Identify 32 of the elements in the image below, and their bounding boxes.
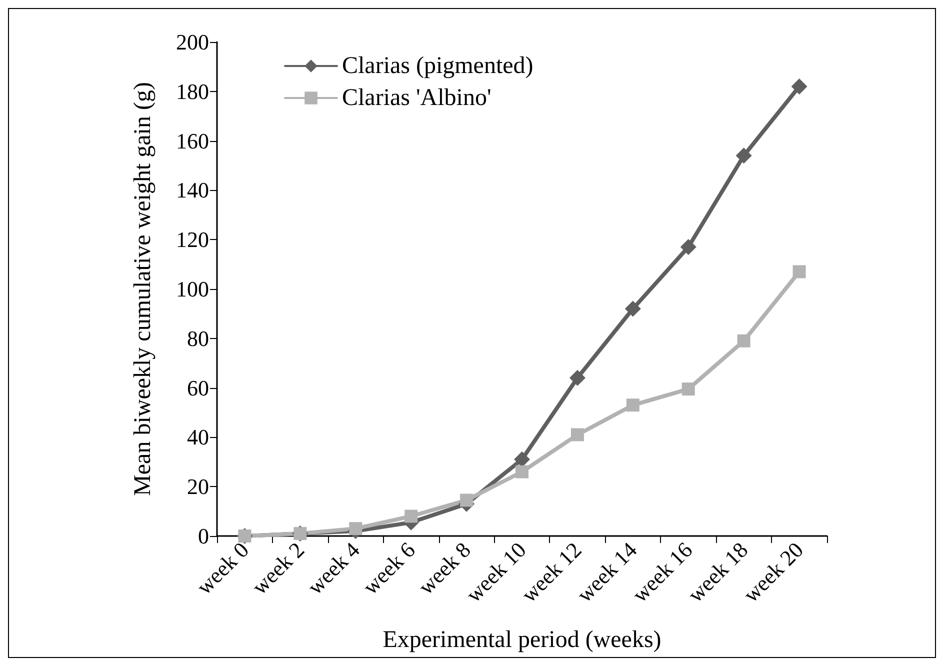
y-tick-label: 180 — [176, 78, 209, 104]
point — [682, 382, 695, 396]
y-tick-label: 80 — [187, 326, 209, 351]
point — [680, 239, 696, 256]
y-tick-label: 120 — [176, 227, 209, 252]
point — [460, 494, 474, 507]
point — [624, 300, 641, 317]
point — [736, 148, 752, 164]
point — [570, 428, 584, 442]
point — [514, 451, 530, 468]
point — [737, 334, 750, 348]
legend-label: Clarias 'Albino' — [342, 85, 492, 111]
point — [569, 370, 586, 386]
x-axis-title: Experimental period (weeks) — [382, 627, 662, 653]
y-axis-title: Mean biweekly cumulative weight gain (g) — [130, 82, 156, 496]
y-tick-label: 200 — [176, 30, 209, 54]
x-tick-label: week 6 — [358, 537, 420, 600]
y-tick-label: 40 — [187, 424, 209, 450]
y-tick-label: 20 — [187, 474, 209, 500]
x-tick-label: week 2 — [246, 537, 310, 600]
point — [349, 522, 362, 536]
y-tick-label: 0 — [198, 524, 209, 548]
point — [626, 398, 640, 412]
y-tick-label: 160 — [176, 128, 209, 154]
y-tick-label: 100 — [176, 276, 209, 302]
point — [792, 265, 806, 278]
y-tick-label: 60 — [187, 375, 209, 400]
y-tick-label: 140 — [176, 178, 209, 203]
point — [404, 510, 418, 523]
legend-label: Clarias (pigmented) — [342, 53, 534, 79]
point — [791, 78, 808, 94]
point — [516, 465, 528, 478]
